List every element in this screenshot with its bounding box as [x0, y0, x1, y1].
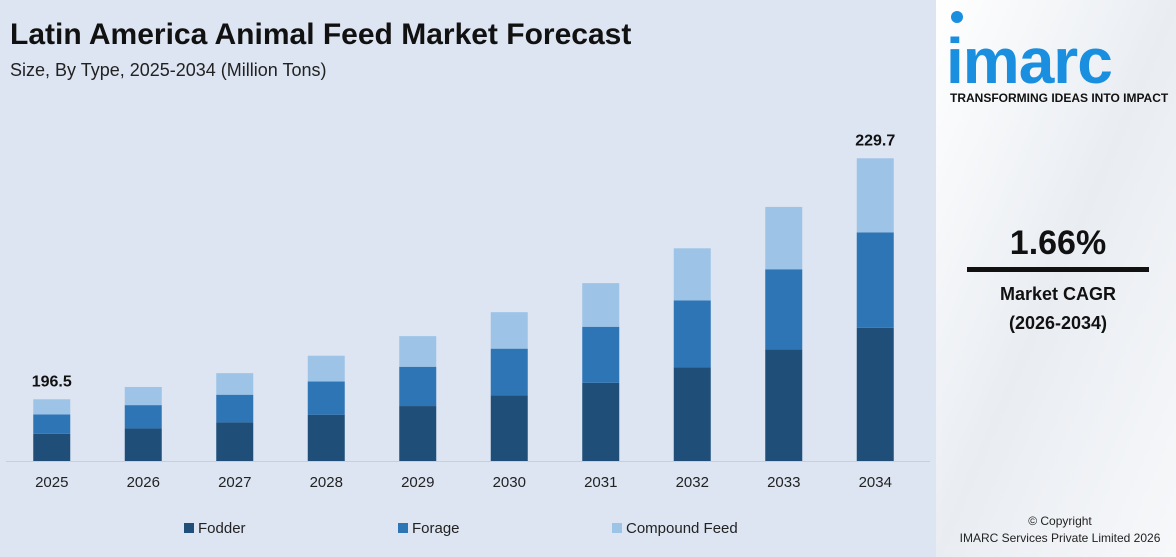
x-tick-label: 2026 — [127, 474, 160, 491]
tagline: TRANSFORMING IDEAS INTO IMPACT — [950, 91, 1169, 105]
bar-segment — [582, 382, 620, 461]
side-panel — [936, 0, 1176, 557]
legend-swatch — [184, 523, 194, 533]
x-tick-label: 2028 — [310, 474, 343, 491]
bar-segment — [33, 433, 71, 461]
bar-segment — [307, 414, 345, 461]
x-tick-label: 2031 — [584, 474, 617, 491]
bar-segment — [490, 348, 528, 396]
bar-segment — [399, 336, 437, 367]
bar-segment — [307, 355, 345, 382]
bar-segment — [124, 428, 162, 461]
bar-segment — [765, 349, 803, 461]
cagr-value: 1.66% — [1010, 224, 1106, 262]
total-label: 229.7 — [855, 133, 895, 150]
cagr-period: (2026-2034) — [1009, 313, 1107, 333]
cagr-label: Market CAGR — [1000, 284, 1116, 304]
bar-segment — [856, 232, 894, 328]
bar-segment — [307, 381, 345, 415]
x-tick-label: 2029 — [401, 474, 434, 491]
bar-segment — [124, 405, 162, 429]
x-tick-label: 2032 — [676, 474, 709, 491]
x-tick-label: 2025 — [35, 474, 68, 491]
bar-segment — [765, 206, 803, 270]
bar-segment — [856, 327, 894, 461]
logo-dot — [951, 11, 963, 23]
bar-segment — [856, 158, 894, 233]
legend-label: Compound Feed — [626, 520, 738, 537]
bar-segment — [582, 283, 620, 327]
x-tick-label: 2030 — [493, 474, 526, 491]
bar-segment — [490, 312, 528, 349]
legend-label: Forage — [412, 520, 460, 537]
bar-segment — [33, 399, 71, 415]
legend-swatch — [398, 523, 408, 533]
bar-segment — [765, 269, 803, 350]
bar-segment — [582, 326, 620, 383]
cagr-rule — [967, 267, 1149, 272]
company: IMARC Services Private Limited 2026 — [960, 531, 1161, 545]
legend-label: Fodder — [198, 520, 246, 537]
bar-segment — [216, 394, 254, 423]
bar-segment — [124, 386, 162, 406]
chart-subtitle: Size, By Type, 2025-2034 (Million Tons) — [10, 60, 327, 80]
copyright: © Copyright — [1028, 514, 1092, 528]
chart-title: Latin America Animal Feed Market Forecas… — [10, 18, 631, 51]
bar-segment — [673, 248, 711, 301]
bar-segment — [216, 373, 254, 395]
bar-segment — [673, 367, 711, 461]
bar-segment — [216, 422, 254, 461]
bar-segment — [673, 300, 711, 368]
total-label: 196.5 — [32, 374, 72, 391]
bar-segment — [399, 406, 437, 461]
logo: imarc — [946, 25, 1112, 97]
bar-segment — [33, 414, 71, 434]
x-tick-label: 2027 — [218, 474, 251, 491]
legend-swatch — [612, 523, 622, 533]
bar-segment — [490, 395, 528, 461]
bar-segment — [399, 366, 437, 407]
x-tick-label: 2034 — [859, 474, 892, 491]
x-tick-label: 2033 — [767, 474, 800, 491]
